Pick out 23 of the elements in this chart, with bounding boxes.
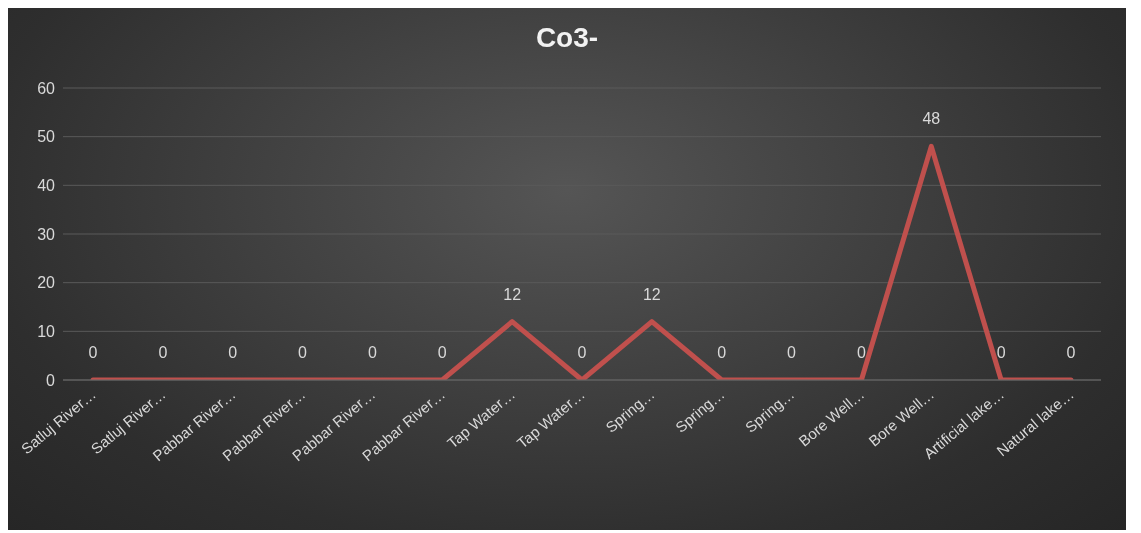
data-label: 0 — [577, 344, 587, 361]
data-label: 0 — [717, 344, 727, 361]
data-label: 0 — [88, 344, 98, 361]
data-label: 12 — [642, 285, 661, 303]
y-tick-label: 40 — [37, 177, 56, 195]
data-label: 0 — [787, 344, 797, 361]
data-label: 0 — [367, 344, 377, 361]
data-label: 0 — [856, 344, 866, 361]
data-label: 0 — [437, 344, 447, 361]
data-label: 0 — [158, 344, 168, 361]
data-label: 0 — [298, 344, 308, 361]
data-label: 48 — [922, 110, 941, 128]
y-tick-label: 20 — [37, 274, 56, 292]
y-tick-label: 0 — [46, 371, 56, 389]
y-tick-label: 10 — [37, 323, 56, 341]
y-tick-label: 60 — [37, 79, 56, 97]
data-label: 0 — [1066, 344, 1076, 361]
data-label: 0 — [228, 344, 238, 361]
data-label: 0 — [996, 344, 1006, 361]
y-tick-label: 30 — [37, 225, 56, 243]
y-tick-label: 50 — [37, 128, 56, 146]
chart-title: Co3- — [534, 22, 600, 54]
data-label: 12 — [503, 285, 522, 303]
